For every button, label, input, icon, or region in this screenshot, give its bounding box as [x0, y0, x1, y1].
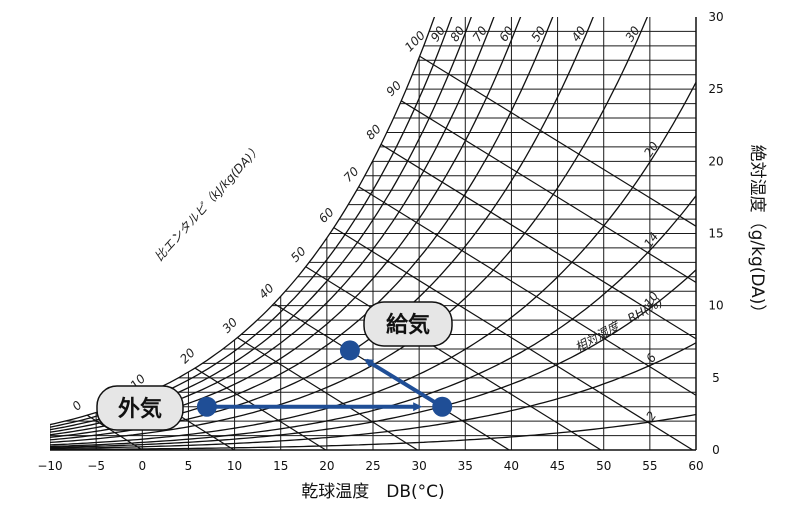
y-tick-label: 25: [708, 82, 723, 96]
rh-curve-2: [50, 413, 696, 450]
x-tick-label: 20: [319, 459, 334, 473]
rh-curve-20: [50, 81, 696, 446]
state-point-0: [196, 396, 217, 417]
svg-text:外気: 外気: [118, 396, 162, 422]
x-tick-label: 25: [365, 459, 380, 473]
rh-label: 20: [641, 139, 661, 160]
svg-text:給気: 給気: [386, 312, 430, 338]
enthalpy-line-0: [86, 414, 143, 450]
rh-curve-6: [50, 342, 696, 450]
y-tick-label: 30: [708, 10, 723, 24]
x-tick-label: −5: [87, 459, 105, 473]
enthalpy-line-90: [400, 100, 696, 284]
rh-label: 30: [623, 23, 643, 44]
enthalpy-label: 30: [220, 315, 241, 336]
rh-label: 60: [496, 23, 516, 44]
x-axis-title: 乾球温度 DB(°C): [301, 482, 444, 502]
enthalpy-label: 20: [177, 345, 198, 366]
rh-label: 80: [447, 23, 467, 44]
rh-label: 50: [528, 23, 548, 44]
enthalpy-label: 70: [341, 164, 362, 185]
enthalpy-label: 50: [288, 244, 309, 265]
x-tick-label: 55: [642, 459, 657, 473]
rh-axis-label: 相対湿度 RH(%): [573, 295, 666, 355]
x-tick-label: 30: [412, 459, 427, 473]
enthalpy-line-50: [305, 266, 602, 450]
y-tick-label: 5: [712, 371, 720, 385]
y-tick-label: 0: [712, 443, 720, 457]
x-tick-label: 60: [688, 459, 703, 473]
supply-air-callout: 給気: [363, 301, 453, 347]
enthalpy-label: 90: [384, 78, 405, 99]
grid-lines: [50, 17, 696, 450]
y-tick-label: 20: [708, 154, 723, 168]
state-point-2: [339, 340, 360, 361]
rh-label: 14: [641, 230, 661, 251]
enthalpy-line-80: [380, 143, 696, 340]
enthalpy-axis-label: 比エンタルピ（kJ/kg(DA)）: [152, 142, 264, 264]
y-tick-label: 15: [708, 227, 723, 241]
x-tick-label: 10: [227, 459, 242, 473]
y-axis-title: 絶対湿度（g/kg(DA)）: [747, 145, 767, 322]
x-tick-label: 15: [273, 459, 288, 473]
enthalpy-label: 100: [402, 28, 428, 54]
enthalpy-line-70: [358, 186, 696, 397]
enthalpy-label: 80: [363, 122, 384, 143]
y-tick-labels: 0 5 10 15 20 25 30: [708, 10, 723, 457]
enthalpy-line-100: [419, 55, 696, 227]
rh-curve-14: [50, 195, 696, 448]
enthalpy-label: 60: [316, 205, 337, 226]
state-point-1: [432, 396, 453, 417]
enthalpy-line-30: [237, 337, 418, 450]
x-tick-labels: −10 −5 0 5 10 15 20 25 30 35 40 45 50 55 60: [37, 459, 703, 473]
rh-label: 40: [569, 23, 589, 44]
enthalpy-label: 40: [256, 281, 277, 302]
rh-label: 70: [470, 23, 490, 44]
enthalpy-line-20: [194, 367, 327, 450]
x-tick-label: 35: [458, 459, 473, 473]
enthalpy-lines: [86, 55, 696, 450]
x-tick-label: 0: [138, 459, 146, 473]
process-path: [196, 340, 453, 417]
y-tick-label: 10: [708, 299, 723, 313]
process-arrow: [363, 358, 444, 409]
x-tick-label: 40: [504, 459, 519, 473]
enthalpy-line-60: [333, 227, 694, 450]
x-tick-label: 5: [185, 459, 193, 473]
x-tick-label: −10: [37, 459, 62, 473]
enthalpy-label: 0: [69, 398, 85, 414]
outdoor-air-callout: 外気: [96, 385, 184, 431]
x-tick-label: 45: [550, 459, 565, 473]
x-tick-label: 50: [596, 459, 611, 473]
